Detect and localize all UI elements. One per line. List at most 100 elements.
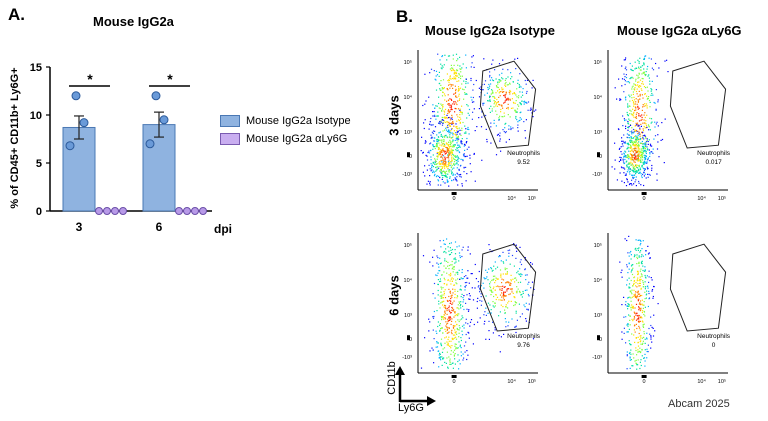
flow-event [500, 286, 502, 288]
flow-event [441, 316, 443, 318]
flow-event [636, 93, 638, 95]
flow-event [506, 268, 508, 270]
flow-event [626, 179, 628, 181]
legend-label-isotype: Mouse IgG2a Isotype [246, 115, 351, 127]
flow-event [446, 179, 448, 181]
flow-event [426, 155, 428, 157]
flow-event [452, 326, 455, 328]
flow-event [450, 323, 452, 325]
flow-event [451, 309, 453, 311]
flow-event [444, 306, 446, 309]
flow-event [641, 153, 643, 155]
flow-event [461, 105, 463, 107]
flow-event [627, 129, 629, 131]
flow-event [651, 289, 654, 291]
flow-event [466, 308, 468, 310]
flow-event [628, 340, 630, 342]
flow-event [458, 89, 460, 91]
flow-event [437, 184, 439, 186]
flow-event [641, 349, 643, 351]
flow-event [446, 238, 448, 240]
flow-event [444, 342, 446, 344]
flow-event [448, 163, 450, 165]
flow-event [648, 125, 650, 127]
flow-event [456, 130, 458, 132]
flow-event [632, 156, 634, 158]
flow-event [643, 62, 645, 64]
flow-event [494, 327, 496, 329]
flow-event [527, 308, 529, 310]
flow-event [439, 324, 441, 326]
flow-event [642, 280, 644, 282]
flow-event [500, 104, 502, 106]
flow-event [443, 143, 446, 145]
flow-event [641, 65, 643, 67]
flow-event [433, 310, 435, 313]
flow-event [629, 305, 631, 307]
flow-event [452, 271, 454, 273]
flow-event [637, 75, 639, 77]
flow-event [641, 355, 643, 357]
flow-event [635, 323, 637, 325]
flow-event [628, 105, 631, 107]
flow-event [430, 163, 432, 165]
data-point-aly6g [199, 207, 207, 215]
flow-event [644, 93, 646, 95]
flow-event [639, 282, 641, 284]
flow-event [441, 327, 443, 329]
data-point-isotype [151, 91, 161, 101]
flow-event [522, 94, 524, 96]
flow-event [619, 147, 621, 149]
flow-event [448, 309, 450, 311]
flow-event [630, 154, 632, 156]
flow-event [639, 127, 641, 129]
flow-event [457, 360, 459, 363]
flow-event [458, 368, 460, 370]
flow-event [643, 71, 645, 73]
flow-event [455, 96, 457, 98]
flow-event [454, 331, 456, 333]
flow-event [445, 164, 447, 166]
flow-event [636, 257, 639, 260]
flow-event [502, 59, 504, 61]
flow-event [443, 357, 445, 359]
flow-event [637, 134, 639, 136]
flow-event [627, 146, 629, 148]
flow-event [632, 353, 634, 355]
flow-event [430, 134, 432, 136]
flow-event [429, 143, 431, 145]
flow-event [449, 317, 451, 319]
flow-event [651, 151, 653, 153]
flow-event [495, 285, 497, 288]
flow-event [457, 137, 459, 139]
flow-event [469, 157, 471, 159]
flow-event [444, 121, 446, 123]
flow-event [643, 175, 645, 177]
flow-event [444, 176, 446, 178]
flow-event [441, 178, 443, 180]
flow-event [506, 98, 508, 100]
flow-event [440, 163, 442, 165]
flow-event [520, 103, 522, 105]
flow-event [425, 154, 427, 156]
flow-event [480, 296, 482, 298]
flow-event [474, 130, 476, 132]
flow-event [458, 127, 460, 129]
flow-event [473, 108, 475, 110]
flow-event [631, 293, 633, 295]
flow-event [459, 278, 461, 280]
flow-event [432, 144, 434, 146]
flow-event [455, 282, 457, 284]
flow-event [446, 351, 448, 353]
flow-event [444, 297, 447, 299]
flow-event [449, 119, 452, 121]
flow-event [431, 131, 433, 133]
flow-event [636, 256, 638, 258]
flow-event [641, 294, 643, 297]
flow-event [641, 317, 643, 319]
flow-event [451, 164, 453, 167]
flow-event [440, 359, 442, 361]
flow-event [455, 259, 457, 261]
flow-event [426, 183, 428, 185]
flow-event [463, 89, 465, 91]
